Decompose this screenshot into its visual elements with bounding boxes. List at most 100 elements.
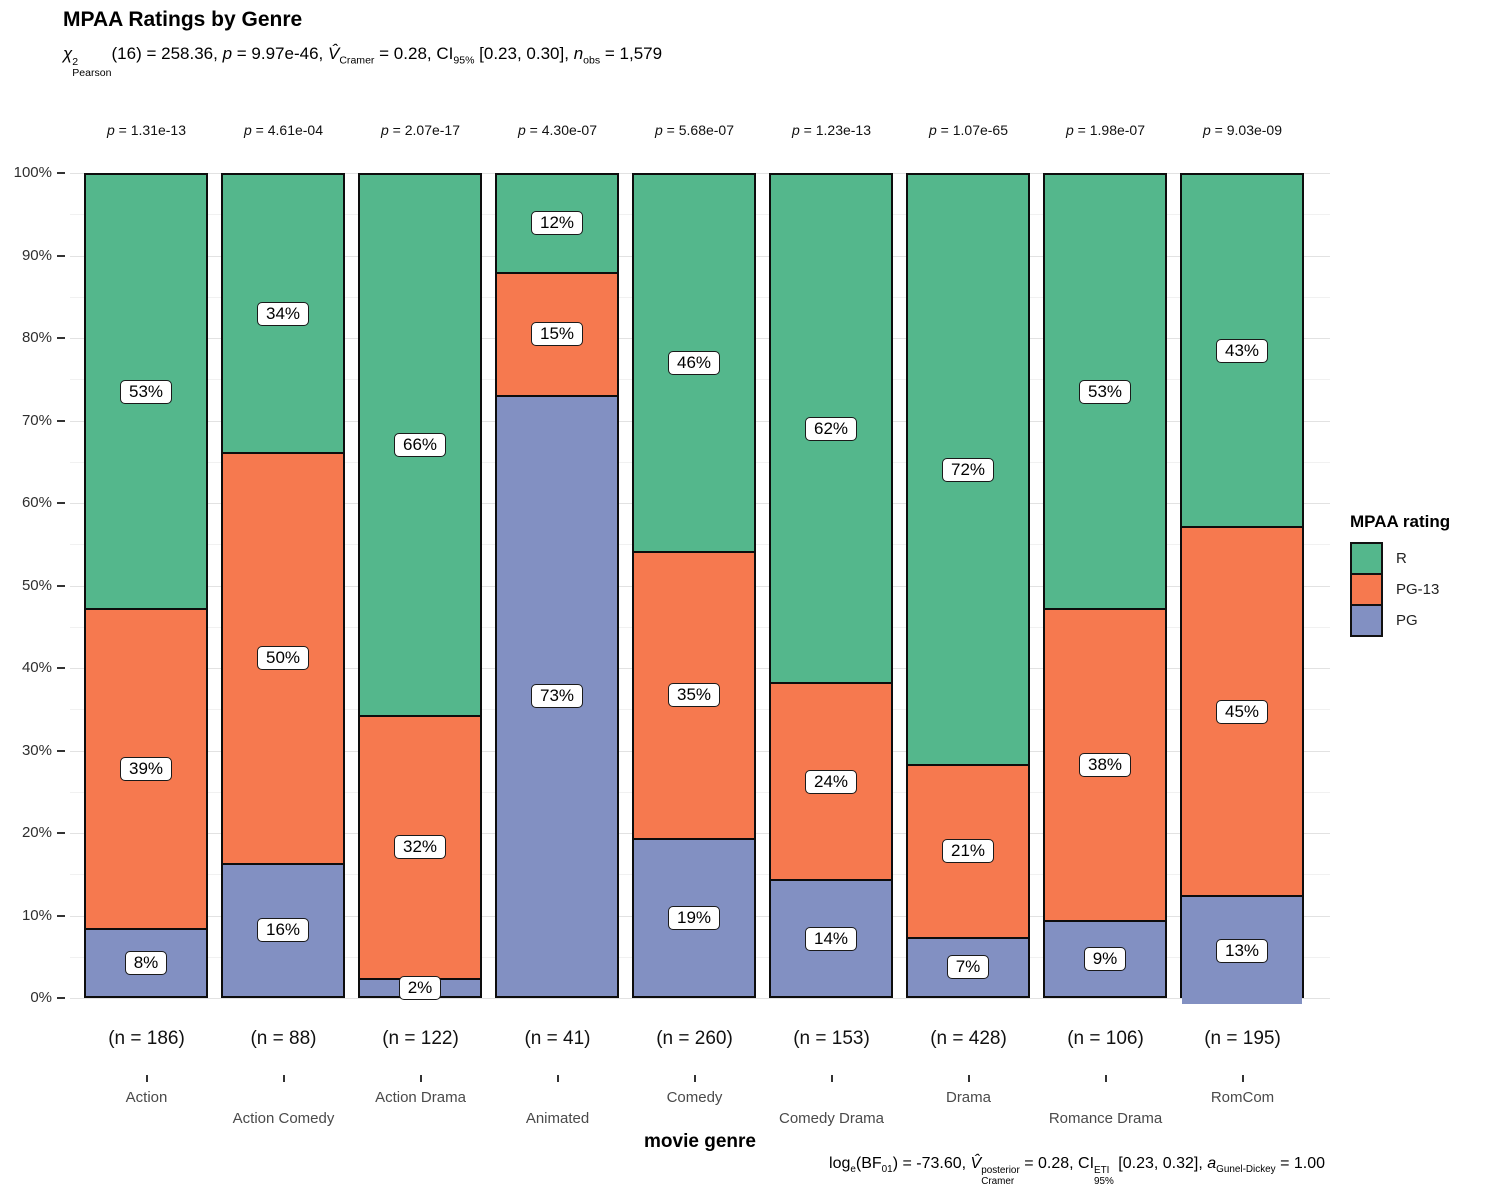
p-value-label: p = 4.30e-07	[517, 122, 598, 138]
percent-label: 14%	[804, 926, 858, 951]
x-tick-cell	[626, 1075, 763, 1082]
bar-segment-r: 66%	[360, 175, 480, 717]
sample-size-label: (n = 428)	[930, 1028, 1007, 1049]
p-symbol: p	[243, 122, 252, 138]
percent-label: 50%	[256, 646, 310, 671]
stacked-bar: 53% 38% 9%	[1043, 173, 1167, 998]
p-symbol: p	[928, 122, 937, 138]
percent-label: 15%	[530, 322, 584, 347]
sample-size-label: (n = 195)	[1204, 1028, 1281, 1049]
bar-segment-r: 43%	[1182, 175, 1302, 529]
p-symbol: p	[654, 122, 663, 138]
p-symbol: p	[791, 122, 800, 138]
bar-segment-pg-13: 24%	[771, 684, 891, 882]
x-tick-cell	[489, 1075, 626, 1082]
sample-size-label: (n = 122)	[382, 1028, 459, 1049]
chart-subtitle: χ 2 Pearson (16) = 258.36, p = 9.97e-46, V̂…	[63, 44, 663, 79]
p-symbol: p	[1202, 122, 1211, 138]
bar-slot: 72% 21% 7%	[900, 173, 1037, 998]
bar-slot: 53% 39% 8%	[78, 173, 215, 998]
sample-size-label: (n = 88)	[250, 1028, 317, 1049]
percent-label: 39%	[119, 757, 173, 782]
p-value-label: p = 2.07e-17	[380, 122, 461, 138]
stacked-bar: 12% 15% 73%	[495, 173, 619, 998]
percent-label: 72%	[941, 457, 995, 482]
bar-segment-r: 53%	[86, 175, 206, 611]
y-tick-label: 70%	[21, 411, 52, 429]
stacked-bar: 53% 39% 8%	[84, 173, 208, 998]
sample-size-label: (n = 260)	[656, 1028, 733, 1049]
y-tick	[57, 584, 65, 587]
chart-caption: loge(BF01) = -73.60, V̂ posterior Cramer =…	[829, 1155, 1325, 1187]
p-value-label: p = 1.07e-65	[928, 122, 1009, 138]
bar-segment-pg-13: 35%	[634, 552, 754, 840]
sup-sub-stack: posterior Cramer	[981, 1165, 1020, 1187]
p-symbol: p	[1065, 122, 1074, 138]
stacked-bar: 62% 24% 14%	[769, 173, 893, 998]
percent-label: 24%	[804, 769, 858, 794]
legend-swatch	[1350, 542, 1383, 575]
x-tick-cell	[78, 1075, 215, 1082]
plot-panel: 53% 39% 8% 34% 50% 16% 66% 32% 2% 12% 15% 73% 46% 35%…	[70, 173, 1330, 1005]
p-value-label: p = 9.03e-09	[1202, 122, 1283, 138]
bar-segment-pg: 8%	[86, 930, 206, 996]
percent-label: 8%	[124, 951, 168, 976]
bar-segment-pg: 2%	[360, 975, 480, 1000]
y-tick	[57, 254, 65, 257]
bar-slot: 62% 24% 14%	[763, 173, 900, 998]
x-axis-ticks	[70, 1075, 1330, 1083]
percent-label: 62%	[804, 416, 858, 441]
bar-segment-pg-13: 50%	[223, 454, 343, 865]
sup-sub-stack: 2 Pearson	[72, 55, 112, 79]
percent-label: 35%	[667, 683, 721, 708]
x-axis-title: movie genre	[644, 1131, 756, 1152]
legend-label: R	[1396, 550, 1407, 567]
p-value-label: p = 4.61e-04	[243, 122, 324, 138]
sup-sub-stack: ETI 95%	[1094, 1165, 1114, 1187]
bar-segment-r: 53%	[1045, 175, 1165, 611]
p-value-label: p = 1.23e-13	[791, 122, 872, 138]
x-category-label: Action Drama	[375, 1089, 466, 1106]
y-tick-label: 50%	[21, 576, 52, 594]
bar-segment-pg-13: 45%	[1182, 528, 1302, 898]
legend-key: PG	[1350, 604, 1450, 637]
y-tick-label: 60%	[21, 494, 52, 511]
x-tick	[282, 1075, 285, 1082]
stacked-bar: 43% 45% 13%	[1180, 173, 1304, 1005]
x-tick-cell	[352, 1075, 489, 1082]
x-tick-cell	[215, 1075, 352, 1082]
x-category-label: Action	[125, 1089, 168, 1106]
bar-slot: 43% 45% 13%	[1174, 173, 1311, 1005]
chart-title: MPAA Ratings by Genre	[63, 8, 303, 31]
stacked-bar: 46% 35% 19%	[632, 173, 756, 998]
x-tick-cell	[763, 1075, 900, 1082]
percent-label: 53%	[119, 379, 173, 404]
legend-key: R	[1350, 542, 1450, 575]
bars-area: 53% 39% 8% 34% 50% 16% 66% 32% 2% 12% 15% 73% 46% 35%…	[70, 173, 1330, 1005]
sample-size-label: (n = 106)	[1067, 1028, 1144, 1049]
y-tick	[57, 502, 65, 504]
p-value-label: p = 1.98e-07	[1065, 122, 1146, 138]
percent-label: 32%	[393, 835, 447, 860]
y-tick	[57, 832, 65, 834]
percent-label: 38%	[1078, 753, 1132, 778]
y-tick	[57, 419, 65, 422]
p-symbol: p	[380, 122, 389, 138]
bar-slot: 53% 38% 9%	[1037, 173, 1174, 998]
y-tick	[57, 172, 65, 174]
legend-key: PG-13	[1350, 573, 1450, 606]
legend-swatch	[1350, 604, 1383, 637]
percent-label: 34%	[256, 301, 310, 326]
percent-label: 45%	[1215, 699, 1269, 724]
x-category-label: RomCom	[1210, 1089, 1275, 1106]
bar-segment-pg-13: 15%	[497, 273, 617, 397]
y-tick	[57, 337, 65, 339]
x-tick	[830, 1075, 833, 1082]
p-value-label: p = 1.31e-13	[106, 122, 187, 138]
y-tick-label: 10%	[21, 906, 52, 924]
stacked-bar: 72% 21% 7%	[906, 173, 1030, 998]
bar-segment-r: 34%	[223, 175, 343, 455]
percent-label: 16%	[256, 918, 310, 943]
x-category-label: Comedy	[666, 1089, 723, 1106]
sample-size-label: (n = 153)	[793, 1028, 870, 1049]
